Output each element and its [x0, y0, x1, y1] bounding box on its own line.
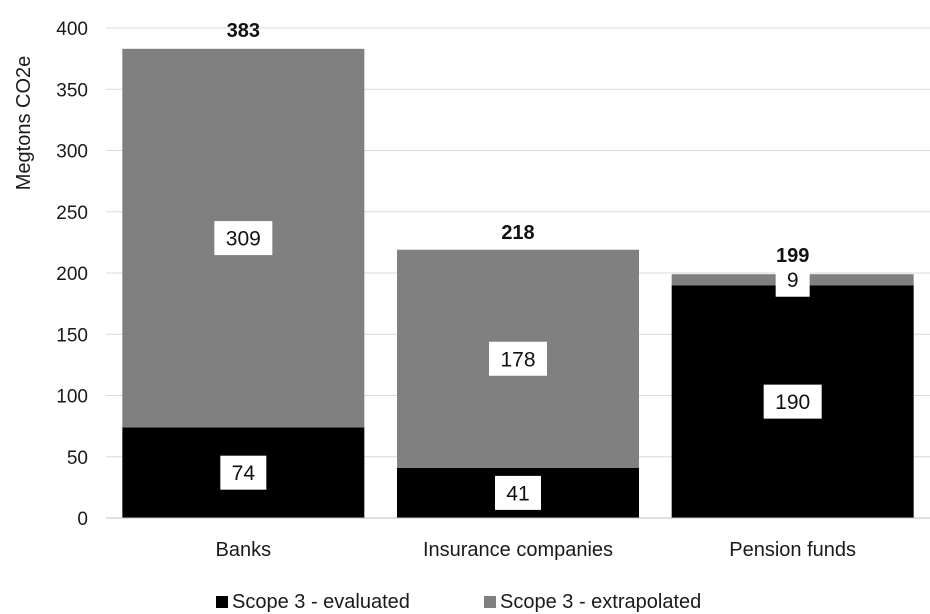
y-tick-label: 400 [56, 19, 88, 40]
y-tick-label: 250 [56, 203, 88, 224]
total-label: 383 [227, 20, 260, 42]
data-label: 190 [775, 391, 810, 414]
legend-swatch [216, 596, 228, 608]
data-label-box [495, 475, 541, 510]
legend-swatch [484, 596, 496, 608]
data-label-box [775, 262, 810, 297]
data-label-box [214, 221, 273, 256]
x-tick-label: Pension funds [729, 539, 856, 561]
y-tick-label: 100 [56, 387, 88, 408]
data-label-box [763, 384, 822, 419]
data-label: 9 [787, 269, 799, 292]
y-axis-title: Megtons CO2e [13, 56, 35, 191]
data-label-box [489, 341, 547, 376]
legend-label: Scope 3 - extrapolated [500, 591, 701, 613]
legend: Scope 3 - evaluated Scope 3 - extrapolate… [216, 591, 701, 613]
y-axis: 0 50 100 150 200 250 300 350 400 [56, 19, 88, 530]
data-label: 41 [506, 482, 529, 505]
y-tick-label: 350 [56, 80, 88, 101]
total-label: 199 [776, 245, 809, 267]
x-axis: Banks Insurance companies Pension funds [106, 517, 930, 561]
x-tick-label: Banks [216, 539, 272, 561]
legend-label: Scope 3 - evaluated [232, 591, 410, 613]
data-label: 309 [226, 228, 261, 251]
x-tick-label: Insurance companies [423, 539, 613, 561]
total-label: 218 [501, 222, 534, 244]
y-tick-label: 300 [56, 142, 88, 163]
data-label-box [220, 455, 267, 490]
y-tick-label: 150 [56, 325, 88, 346]
data-label: 178 [500, 348, 535, 371]
y-tick-label: 0 [77, 509, 88, 530]
data-label: 74 [232, 462, 256, 485]
y-tick-label: 50 [67, 448, 88, 469]
y-tick-label: 200 [56, 264, 88, 285]
